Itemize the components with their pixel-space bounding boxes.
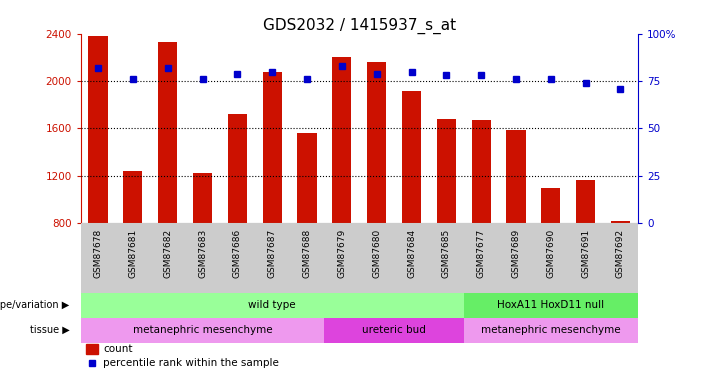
Text: HoxA11 HoxD11 null: HoxA11 HoxD11 null [497,300,604,310]
Text: GSM87679: GSM87679 [337,229,346,278]
Text: GSM87686: GSM87686 [233,229,242,278]
Bar [332,57,351,223]
Bar [541,188,560,223]
Bar [81,293,464,318]
Text: count: count [103,344,132,354]
Bar [228,114,247,223]
Text: GSM87682: GSM87682 [163,229,172,278]
Text: wild type: wild type [248,300,296,310]
Bar [611,220,630,223]
Text: GSM87689: GSM87689 [512,229,521,278]
Bar [158,42,177,223]
Text: GSM87680: GSM87680 [372,229,381,278]
Bar [263,72,282,223]
Bar [325,318,464,343]
Bar [472,120,491,223]
Bar [88,36,108,223]
Text: GSM87692: GSM87692 [616,229,625,278]
Text: GSM87684: GSM87684 [407,229,416,278]
Bar [367,62,386,223]
Bar [81,318,325,343]
Text: ureteric bud: ureteric bud [362,325,426,335]
Text: metanephric mesenchyme: metanephric mesenchyme [481,325,620,335]
Bar [297,133,317,223]
Bar [464,293,638,318]
Text: GSM87677: GSM87677 [477,229,486,278]
Title: GDS2032 / 1415937_s_at: GDS2032 / 1415937_s_at [263,18,456,34]
Text: metanephric mesenchyme: metanephric mesenchyme [132,325,272,335]
Text: GSM87690: GSM87690 [546,229,555,278]
Text: GSM87681: GSM87681 [128,229,137,278]
Bar [86,344,98,354]
Bar [193,173,212,223]
Text: GSM87678: GSM87678 [93,229,102,278]
Text: GSM87691: GSM87691 [581,229,590,278]
Text: GSM87688: GSM87688 [303,229,311,278]
Text: genotype/variation ▶: genotype/variation ▶ [0,300,69,310]
Bar [464,318,638,343]
Bar [437,119,456,223]
Bar [506,130,526,223]
Text: tissue ▶: tissue ▶ [29,325,69,335]
Bar [402,90,421,223]
Text: GSM87683: GSM87683 [198,229,207,278]
Bar [123,171,142,223]
Text: GSM87687: GSM87687 [268,229,277,278]
Text: GSM87685: GSM87685 [442,229,451,278]
Text: percentile rank within the sample: percentile rank within the sample [103,357,279,368]
Bar [576,180,595,223]
